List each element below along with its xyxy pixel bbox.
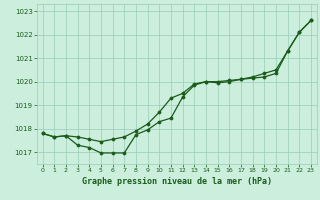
X-axis label: Graphe pression niveau de la mer (hPa): Graphe pression niveau de la mer (hPa) — [82, 177, 272, 186]
